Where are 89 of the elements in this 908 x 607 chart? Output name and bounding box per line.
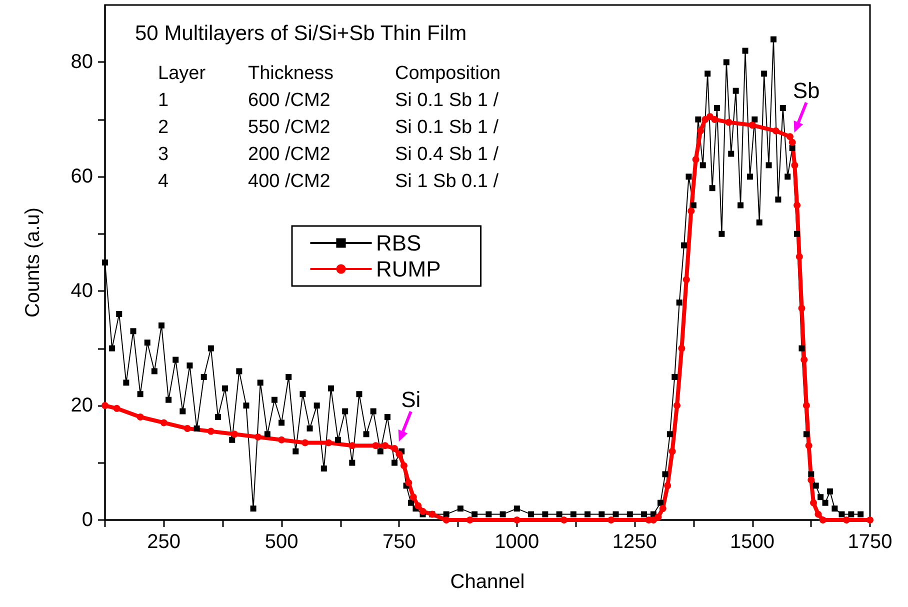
point	[748, 122, 756, 129]
point	[842, 516, 850, 524]
annotation: 1	[158, 90, 169, 111]
annotation: Si 1 Sb 0.1 /	[395, 171, 500, 192]
y-tick-label: 0	[82, 509, 93, 531]
annotation: Si	[401, 387, 421, 412]
point	[608, 516, 615, 524]
point	[113, 404, 120, 412]
point	[678, 344, 686, 352]
point	[814, 510, 822, 518]
annotation: Layer	[158, 63, 206, 84]
annotation: 400 /CM2	[248, 171, 330, 192]
annotation: Si 0.1 Sb 1 /	[395, 90, 500, 111]
x-tick-label: 1000	[494, 531, 540, 553]
point	[102, 402, 108, 410]
x-tick-label: 750	[382, 531, 416, 553]
y-tick-label: 20	[70, 394, 93, 417]
point	[788, 138, 796, 146]
y-tick-label: 80	[70, 51, 93, 74]
x-tick-label: 250	[147, 531, 181, 553]
point	[302, 439, 309, 446]
point	[697, 127, 704, 134]
y-tick-label: 60	[70, 166, 93, 188]
point	[805, 442, 812, 450]
annotation: 2	[158, 117, 169, 138]
point	[382, 442, 389, 450]
point	[796, 253, 803, 260]
point	[772, 127, 780, 134]
point	[692, 156, 700, 163]
point	[682, 276, 690, 284]
point	[391, 444, 398, 452]
point	[786, 133, 794, 140]
annotation: 3	[158, 144, 169, 165]
point	[410, 494, 417, 501]
point	[673, 402, 680, 410]
legend-label: RBS	[376, 230, 422, 256]
point	[325, 439, 332, 446]
point	[442, 516, 450, 524]
annotation: 550 /CM2	[248, 117, 330, 138]
annotation: 4	[158, 171, 169, 192]
x-tick-label: 1750	[848, 531, 892, 553]
annotation: Composition	[395, 63, 501, 84]
annotation: Si 0.1 Sb 1 /	[395, 117, 500, 138]
point	[659, 505, 666, 512]
point	[414, 502, 422, 510]
point	[560, 516, 568, 524]
point	[160, 419, 168, 426]
point	[794, 202, 801, 209]
point	[800, 356, 808, 364]
point	[396, 450, 403, 458]
text: 50 Multilayers of Si/Si+Sb Thin Film	[135, 22, 467, 45]
point	[791, 162, 798, 169]
x-tick-label: 1250	[612, 531, 657, 553]
point	[798, 304, 806, 312]
point	[466, 516, 474, 524]
point	[808, 476, 815, 484]
point	[254, 434, 262, 441]
legend-label: RUMP	[376, 256, 441, 282]
x-tick-label: 1500	[730, 531, 775, 553]
point	[405, 479, 412, 486]
point	[668, 448, 676, 455]
point	[711, 116, 718, 123]
point	[207, 428, 214, 435]
point	[819, 516, 826, 524]
point	[400, 462, 408, 470]
y-tick-label: 40	[70, 280, 93, 302]
annotation: 200 /CM2	[248, 144, 330, 165]
x-axis-title: Channel	[450, 571, 525, 593]
point	[866, 516, 874, 524]
point	[810, 499, 818, 506]
point	[654, 514, 662, 521]
annotation: 600 /CM2	[248, 90, 330, 111]
point	[664, 482, 672, 490]
annotation: Sb	[792, 78, 820, 104]
point	[184, 424, 191, 432]
point	[513, 516, 520, 524]
point	[725, 118, 732, 126]
point	[419, 508, 426, 515]
point	[348, 442, 356, 450]
annotation: Thickness	[248, 63, 334, 84]
x-tick-label: 500	[264, 531, 298, 553]
point	[802, 402, 810, 410]
annotation: Si 0.4 Sb 1 /	[395, 144, 500, 165]
y-axis-title: Counts (a.u)	[22, 207, 44, 318]
point	[278, 436, 286, 444]
point	[372, 442, 380, 450]
point	[230, 430, 238, 438]
point	[136, 414, 144, 420]
point	[688, 208, 695, 214]
